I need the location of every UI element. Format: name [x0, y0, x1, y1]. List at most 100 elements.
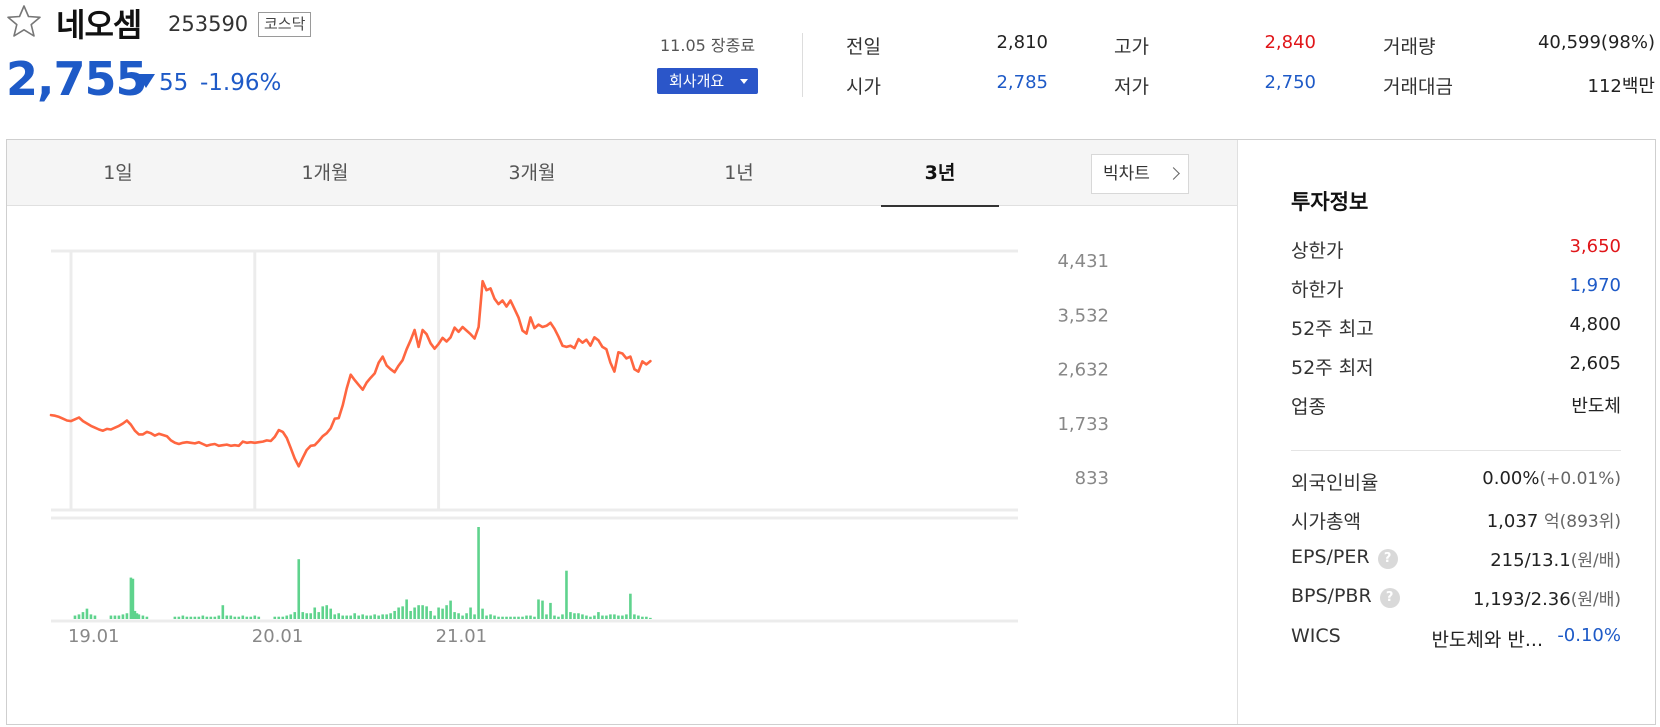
company-overview-label: 회사개요	[669, 72, 725, 90]
session-status: 11.05 장종료	[660, 36, 756, 55]
volume-bar	[73, 615, 77, 619]
volume-bar	[445, 605, 448, 619]
volume-bars	[73, 527, 652, 619]
volume-bar	[341, 615, 344, 619]
tab-1m[interactable]: 1개월	[301, 162, 349, 184]
volume-bar	[409, 610, 412, 619]
price-chart: 4,431 3,532 2,632 1,733 833 19.01 20.01 21.01	[49, 249, 1109, 647]
volume-bar	[329, 608, 333, 619]
stock-name: 네오셈	[56, 6, 142, 44]
volume-bar	[193, 616, 197, 619]
foreign-value: 0.00%	[1482, 468, 1540, 489]
tab-3y[interactable]: 3년	[881, 140, 999, 207]
volume-bar	[81, 612, 85, 619]
volume-bar	[241, 615, 245, 619]
volume-bar	[633, 614, 636, 619]
volume-bar	[305, 613, 309, 619]
volume-bar	[401, 606, 404, 619]
volume-bar	[365, 615, 368, 619]
info-row-52w-low: 52주 최저 2,605	[1291, 353, 1621, 383]
volume-bar	[189, 616, 193, 619]
info-row-lower-limit: 하한가 1,970	[1291, 275, 1621, 305]
bps-value: 1,193/2.36	[1473, 589, 1571, 610]
volume-bar	[481, 608, 484, 619]
volume-bar	[521, 616, 524, 619]
volume-bar	[549, 602, 552, 619]
high-label: 고가	[1114, 36, 1149, 58]
eps-label: EPS/PER	[1291, 546, 1370, 568]
volume-bar	[129, 577, 133, 619]
volume-bar	[333, 614, 337, 619]
volume-bar	[569, 612, 572, 619]
bps-label: BPS/PBR	[1291, 585, 1372, 607]
volume-bar	[377, 615, 380, 619]
high-value: 2,840	[1264, 32, 1316, 53]
price-change-rate: -1.96%	[200, 70, 282, 96]
volume-bar	[397, 607, 400, 619]
volume-bar	[213, 616, 217, 619]
foreign-label: 외국인비율	[1291, 472, 1379, 494]
mcap-label: 시가총액	[1291, 511, 1361, 533]
volume-bar	[461, 615, 464, 619]
y-tick-label: 1,733	[1057, 414, 1109, 435]
high52-value: 4,800	[1569, 314, 1621, 335]
mcap-value: 1,037	[1486, 511, 1539, 532]
tab-3m[interactable]: 3개월	[508, 162, 556, 184]
volume-bar	[485, 615, 488, 619]
volume-bar	[181, 615, 185, 619]
volume-bar	[597, 612, 600, 619]
volume-bar	[313, 607, 317, 619]
volume-bar	[185, 616, 189, 619]
price-down-arrow-icon	[137, 74, 155, 88]
volume-bar	[131, 578, 135, 619]
volume-bar	[425, 606, 428, 619]
y-tick-label: 3,532	[1057, 305, 1109, 326]
mcap-rank: (893위)	[1559, 512, 1621, 532]
bigchart-button[interactable]: 빅차트	[1091, 154, 1189, 194]
sector-value[interactable]: 반도체	[1571, 396, 1621, 417]
volume-bar	[617, 615, 620, 619]
tab-1d[interactable]: 1일	[103, 162, 133, 184]
volume-bar	[221, 605, 225, 619]
volume-bar	[357, 615, 360, 619]
low52-value: 2,605	[1569, 353, 1621, 374]
wics-change: -0.10%	[1557, 625, 1621, 646]
volume-bar	[89, 614, 93, 619]
volume-bar	[135, 613, 139, 619]
volume-bar	[585, 615, 588, 619]
lower-limit-label: 하한가	[1291, 279, 1344, 301]
volume-bar	[317, 612, 321, 619]
prev-close-value: 2,810	[996, 32, 1048, 53]
volume-bar	[621, 615, 624, 619]
info-row-wics: WICS 반도체와 반... -0.10%	[1291, 625, 1621, 655]
low-value: 2,750	[1264, 72, 1316, 93]
info-row-upper-limit: 상한가 3,650	[1291, 236, 1621, 266]
info-row-bps: BPS/PBR? 1,193/2.36(원/배)	[1291, 585, 1621, 615]
volume-bar	[625, 614, 628, 619]
volume-bar	[649, 617, 652, 619]
volume-bar	[465, 613, 468, 619]
volume-bar	[601, 615, 604, 619]
tab-1y[interactable]: 1년	[724, 162, 754, 184]
favorite-star-icon[interactable]	[6, 4, 42, 38]
wics-sector[interactable]: 반도체와 반...	[1431, 629, 1543, 651]
price-line	[49, 279, 652, 468]
company-overview-button[interactable]: 회사개요	[657, 68, 758, 94]
volume-bar	[361, 614, 364, 619]
volume-bar	[293, 612, 297, 619]
volume-bar	[501, 616, 504, 619]
chart-panel: 1일 1개월 3개월 1년 3년 빅차트 4,431 3,532 2,632 1,73…	[6, 139, 1656, 725]
y-tick-label: 4,431	[1057, 251, 1109, 272]
volume-bar	[509, 616, 512, 619]
info-row-52w-high: 52주 최고 4,800	[1291, 314, 1621, 344]
volume-bar	[289, 614, 293, 619]
high52-label: 52주 최고	[1291, 318, 1374, 340]
volume-bar	[197, 616, 201, 619]
y-tick-label: 833	[1075, 468, 1109, 489]
help-icon[interactable]: ?	[1379, 588, 1400, 608]
eps-value: 215/13.1	[1490, 550, 1571, 571]
help-icon[interactable]: ?	[1377, 549, 1398, 569]
volume-bar	[545, 614, 548, 619]
volume-bar	[589, 616, 592, 619]
volume-bar	[209, 616, 213, 619]
